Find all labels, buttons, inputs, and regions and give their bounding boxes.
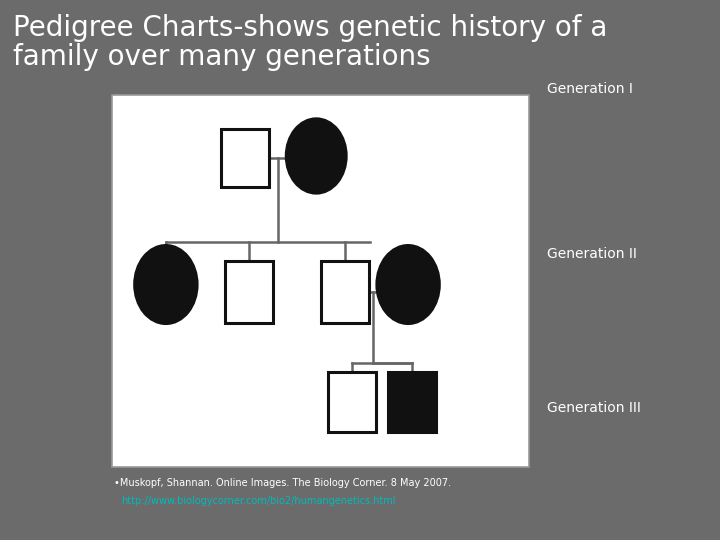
Text: http://www.biologycorner.com/bio2/humangenetics.html: http://www.biologycorner.com/bio2/humang…	[121, 496, 395, 506]
Ellipse shape	[135, 245, 197, 323]
Ellipse shape	[377, 245, 439, 323]
Bar	[388, 372, 436, 431]
Bar	[321, 261, 369, 323]
Text: Generation I: Generation I	[547, 82, 633, 96]
Text: Pedigree Charts-shows genetic history of a: Pedigree Charts-shows genetic history of…	[13, 14, 608, 42]
Bar	[328, 372, 376, 431]
Text: Generation III: Generation III	[547, 401, 641, 415]
Ellipse shape	[286, 119, 346, 193]
Text: family over many generations: family over many generations	[13, 43, 431, 71]
Bar	[225, 261, 274, 323]
Text: Generation II: Generation II	[547, 247, 637, 261]
Text: •Muskopf, Shannan. Online Images. The Biology Corner. 8 May 2007.: •Muskopf, Shannan. Online Images. The Bi…	[114, 478, 451, 488]
Bar	[112, 94, 529, 467]
Bar	[221, 129, 269, 187]
